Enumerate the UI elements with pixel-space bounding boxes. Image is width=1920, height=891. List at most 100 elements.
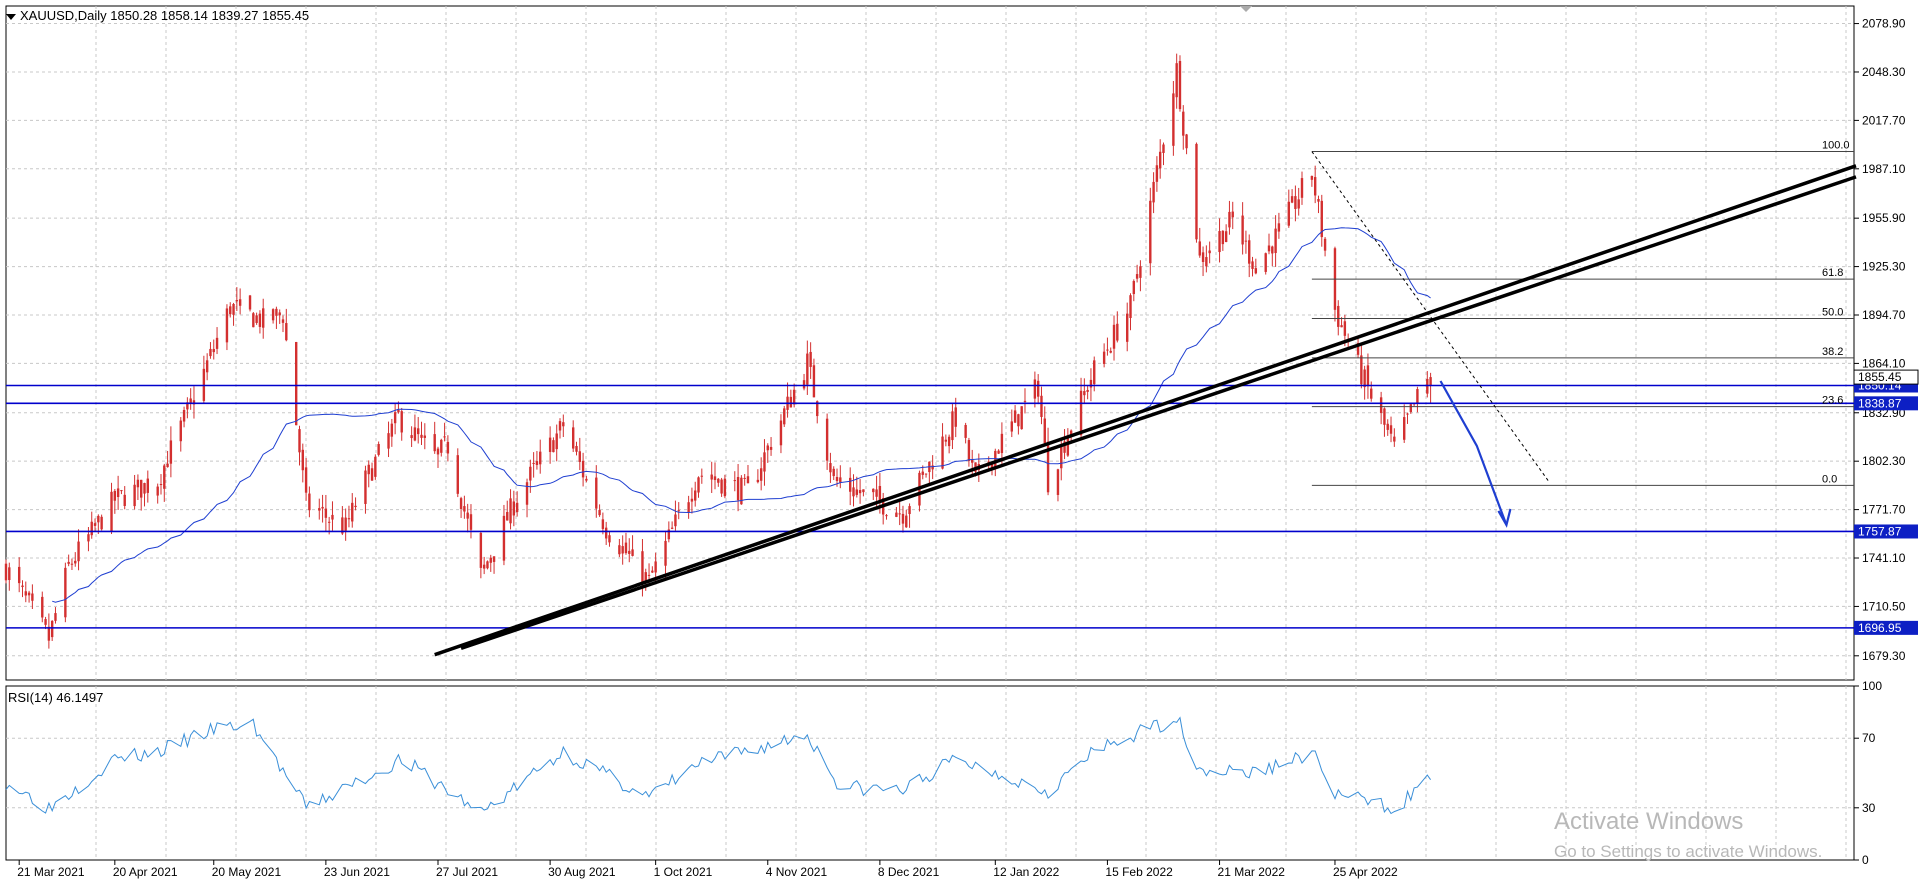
- candle[interactable]: [344, 508, 347, 541]
- fib-dashed-trendline[interactable]: [1311, 151, 1550, 483]
- candle[interactable]: [1162, 142, 1165, 166]
- candle[interactable]: [377, 441, 380, 457]
- candle[interactable]: [733, 471, 736, 492]
- candle[interactable]: [74, 552, 77, 567]
- candle[interactable]: [1083, 378, 1086, 405]
- candle[interactable]: [486, 560, 489, 570]
- candle[interactable]: [664, 530, 667, 580]
- candle[interactable]: [1178, 55, 1182, 112]
- candle[interactable]: [578, 437, 581, 471]
- candle[interactable]: [400, 407, 403, 441]
- candle[interactable]: [1274, 215, 1277, 267]
- candle[interactable]: [1046, 427, 1050, 496]
- candle[interactable]: [77, 529, 80, 571]
- candle[interactable]: [182, 406, 186, 428]
- candle[interactable]: [146, 470, 150, 503]
- candle[interactable]: [898, 501, 901, 526]
- candle[interactable]: [1251, 256, 1254, 277]
- candle[interactable]: [601, 512, 605, 535]
- candle[interactable]: [492, 556, 496, 574]
- candle[interactable]: [1264, 252, 1267, 275]
- candle[interactable]: [852, 474, 855, 507]
- candle[interactable]: [595, 465, 598, 518]
- candle[interactable]: [110, 482, 113, 535]
- candle[interactable]: [1267, 233, 1271, 255]
- candle[interactable]: [225, 304, 229, 351]
- candle[interactable]: [1416, 386, 1419, 413]
- candle[interactable]: [163, 463, 166, 502]
- candle[interactable]: [1248, 234, 1251, 278]
- candle[interactable]: [370, 462, 374, 481]
- candle[interactable]: [1313, 165, 1317, 204]
- candle[interactable]: [931, 455, 934, 480]
- candle[interactable]: [1409, 403, 1413, 414]
- candle[interactable]: [423, 423, 427, 450]
- candle[interactable]: [331, 501, 334, 531]
- candle[interactable]: [951, 404, 954, 450]
- candle[interactable]: [789, 389, 793, 408]
- candle[interactable]: [872, 488, 875, 501]
- candle[interactable]: [746, 464, 750, 484]
- chart-shift-marker-icon[interactable]: [1240, 6, 1252, 12]
- candle[interactable]: [1208, 241, 1211, 264]
- candle[interactable]: [1383, 407, 1386, 437]
- candle[interactable]: [433, 421, 436, 454]
- candle[interactable]: [489, 554, 492, 572]
- candle[interactable]: [410, 426, 413, 448]
- candle[interactable]: [1139, 260, 1142, 292]
- candle[interactable]: [186, 397, 189, 419]
- candle[interactable]: [1363, 365, 1366, 400]
- candle[interactable]: [1056, 468, 1060, 502]
- candle[interactable]: [1079, 377, 1083, 439]
- candle[interactable]: [156, 483, 159, 504]
- trendline[interactable]: [460, 175, 1857, 651]
- candle[interactable]: [674, 500, 677, 531]
- candle[interactable]: [285, 308, 288, 342]
- candle[interactable]: [515, 491, 519, 517]
- candle[interactable]: [690, 487, 694, 514]
- candle[interactable]: [829, 452, 832, 483]
- candle[interactable]: [50, 620, 54, 641]
- candle[interactable]: [1106, 337, 1109, 356]
- candle[interactable]: [238, 288, 242, 315]
- candle[interactable]: [24, 581, 27, 603]
- candle[interactable]: [825, 413, 829, 470]
- candle[interactable]: [4, 559, 8, 584]
- trendlines[interactable]: [434, 164, 1857, 657]
- collapse-triangle-icon[interactable]: [6, 13, 16, 20]
- candle[interactable]: [509, 489, 512, 530]
- candle[interactable]: [278, 309, 281, 324]
- candle[interactable]: [1175, 53, 1178, 109]
- candle[interactable]: [436, 446, 440, 468]
- candle[interactable]: [440, 438, 443, 457]
- candle[interactable]: [1182, 105, 1185, 150]
- candle[interactable]: [70, 558, 74, 571]
- candle[interactable]: [885, 514, 888, 520]
- candle[interactable]: [1323, 237, 1327, 257]
- candle[interactable]: [275, 306, 278, 329]
- candle[interactable]: [687, 495, 690, 519]
- candle[interactable]: [756, 469, 760, 484]
- candle[interactable]: [694, 481, 697, 507]
- candle[interactable]: [1297, 187, 1300, 216]
- candle[interactable]: [1132, 279, 1136, 302]
- candle[interactable]: [585, 475, 588, 483]
- candle[interactable]: [548, 426, 552, 464]
- candle[interactable]: [558, 418, 562, 439]
- candle[interactable]: [390, 418, 394, 447]
- candle[interactable]: [374, 454, 377, 480]
- candle[interactable]: [918, 470, 921, 512]
- candle[interactable]: [235, 287, 239, 311]
- candle[interactable]: [532, 452, 535, 478]
- candle[interactable]: [209, 342, 212, 359]
- candle[interactable]: [420, 421, 423, 445]
- candle[interactable]: [783, 405, 786, 427]
- candle[interactable]: [321, 494, 324, 523]
- candle[interactable]: [116, 475, 120, 510]
- candle[interactable]: [621, 535, 624, 565]
- candle[interactable]: [347, 505, 351, 528]
- candle[interactable]: [525, 478, 529, 518]
- candle[interactable]: [1033, 371, 1037, 408]
- candle[interactable]: [1129, 293, 1132, 331]
- candle[interactable]: [1403, 404, 1406, 443]
